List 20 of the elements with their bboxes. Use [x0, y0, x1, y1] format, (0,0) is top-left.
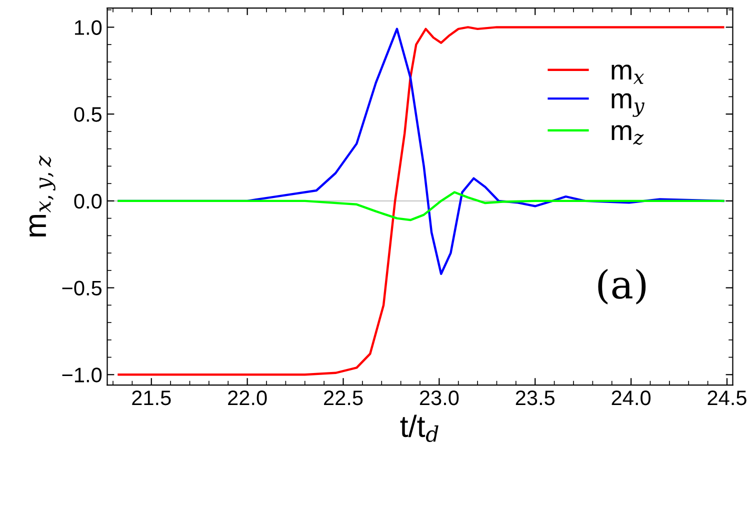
- x-tick-label: 21.5: [132, 390, 171, 406]
- y-tick-label: 0.0: [74, 194, 102, 209]
- legend-label: m$_{z}$: [612, 125, 644, 145]
- line-series: [118, 26, 724, 376]
- x-axis-title: t/t$_{d}$: [400, 414, 438, 442]
- legend-label: m$_{y}$: [612, 93, 644, 117]
- annotation: (a): [598, 268, 646, 304]
- x-tick-label: 23.5: [516, 390, 555, 406]
- x-tick-label: 24.0: [612, 390, 651, 406]
- line-series: [118, 191, 724, 222]
- y-tick-label: 1.0: [75, 20, 102, 35]
- y-axis-title: m$_{x,y,z}$: [29, 155, 56, 236]
- y-tick-label: −1.0: [62, 368, 102, 382]
- x-tick-label: 23.0: [420, 390, 459, 406]
- x-tick-label: 22.0: [228, 390, 267, 406]
- x-tick-label: 22.5: [324, 390, 363, 406]
- y-tick-label: 0.5: [74, 107, 102, 122]
- y-tick-label: −0.5: [62, 280, 102, 296]
- legend-label: m$_{x}$: [612, 64, 644, 84]
- x-tick-label: 24.5: [708, 390, 746, 406]
